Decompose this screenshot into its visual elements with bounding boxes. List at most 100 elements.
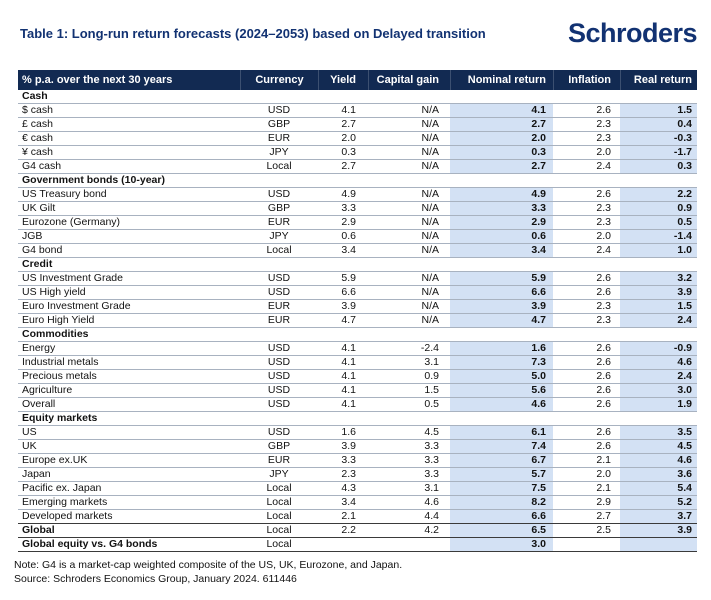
cell-capital_gain: N/A bbox=[421, 160, 439, 172]
cell-capital_gain: N/A bbox=[421, 132, 439, 144]
cell-real_return bbox=[620, 538, 697, 551]
cell-capital_gain: 0.9 bbox=[424, 370, 439, 382]
cell-nominal_return: 7.3 bbox=[450, 356, 553, 369]
table-row: US Treasury bond USD 4.9 N/A 4.9 2.6 2.2 bbox=[18, 188, 697, 202]
schroders-logo: Schroders bbox=[567, 18, 698, 48]
table-body: Cash $ cash USD 4.1 N/A 4.1 2.6 1.5 £ cash GBP 2.7… bbox=[18, 90, 697, 552]
cell-nominal_return: 4.6 bbox=[450, 398, 553, 411]
cell-yield: 3.4 bbox=[341, 496, 356, 508]
cell-currency: USD bbox=[267, 188, 291, 200]
cell-capital_gain: N/A bbox=[421, 286, 439, 298]
table-row: Developed markets Local 2.1 4.4 6.6 2.7 3.7 bbox=[18, 510, 697, 524]
cell-label: € cash bbox=[22, 132, 53, 144]
cell-nominal_return: 5.6 bbox=[450, 384, 553, 397]
cell-nominal_return: 0.3 bbox=[450, 146, 553, 159]
cell-label: Japan bbox=[22, 468, 51, 480]
cell-capital_gain: -2.4 bbox=[420, 342, 439, 354]
cell-yield: 2.7 bbox=[341, 160, 356, 172]
column-header-yield: Yield bbox=[318, 70, 368, 90]
column-header-nominal_return: Nominal return bbox=[450, 70, 553, 90]
table-row: UK GBP 3.9 3.3 7.4 2.6 4.5 bbox=[18, 440, 697, 454]
table-row: Europe ex.UK EUR 3.3 3.3 6.7 2.1 4.6 bbox=[18, 454, 697, 468]
cell-real_return: 0.4 bbox=[620, 118, 697, 131]
cell-label: Overall bbox=[22, 398, 56, 410]
table-row: US High yield USD 6.6 N/A 6.6 2.6 3.9 bbox=[18, 286, 697, 300]
column-header-label: % p.a. over the next 30 years bbox=[22, 74, 173, 86]
cell-currency: USD bbox=[267, 398, 291, 410]
cell-real_return: 3.5 bbox=[620, 426, 697, 439]
cell-label: ¥ cash bbox=[22, 146, 53, 158]
cell-inflation: 2.3 bbox=[596, 216, 611, 228]
cell-capital_gain: 4.5 bbox=[424, 426, 439, 438]
table-row: Eurozone (Germany) EUR 2.9 N/A 2.9 2.3 0.5 bbox=[18, 216, 697, 230]
cell-yield: 0.6 bbox=[341, 230, 356, 242]
table-row: Overall USD 4.1 0.5 4.6 2.6 1.9 bbox=[18, 398, 697, 412]
cell-label: $ cash bbox=[22, 104, 53, 116]
table-row: Global equity vs. G4 bonds Local 3.0 bbox=[18, 538, 697, 552]
cell-yield: 2.0 bbox=[341, 132, 356, 144]
section-label: Government bonds (10-year) bbox=[22, 174, 165, 186]
cell-nominal_return: 2.7 bbox=[450, 160, 553, 173]
cell-currency: GBP bbox=[267, 118, 291, 130]
cell-real_return: -0.9 bbox=[620, 342, 697, 355]
cell-yield: 6.6 bbox=[341, 286, 356, 298]
page-header: Table 1: Long-run return forecasts (2024… bbox=[20, 14, 698, 52]
cell-real_return: 2.2 bbox=[620, 188, 697, 201]
cell-capital_gain: 4.2 bbox=[424, 524, 439, 536]
cell-label: US High yield bbox=[22, 286, 86, 298]
cell-real_return: 3.0 bbox=[620, 384, 697, 397]
cell-real_return: 3.7 bbox=[620, 510, 697, 523]
cell-inflation: 2.6 bbox=[596, 398, 611, 410]
cell-nominal_return: 1.6 bbox=[450, 342, 553, 355]
cell-label: Developed markets bbox=[22, 510, 113, 522]
cell-currency: USD bbox=[267, 104, 291, 116]
section-header-row: Equity markets bbox=[18, 412, 697, 426]
table-row: Precious metals USD 4.1 0.9 5.0 2.6 2.4 bbox=[18, 370, 697, 384]
cell-capital_gain bbox=[368, 538, 446, 551]
cell-capital_gain: 4.4 bbox=[424, 510, 439, 522]
cell-currency: Local bbox=[266, 510, 292, 522]
cell-currency: USD bbox=[267, 286, 291, 298]
cell-yield: 4.9 bbox=[341, 188, 356, 200]
cell-label: Energy bbox=[22, 342, 56, 354]
cell-capital_gain: 0.5 bbox=[424, 398, 439, 410]
cell-real_return: 2.4 bbox=[620, 314, 697, 327]
cell-yield: 2.2 bbox=[341, 524, 356, 536]
cell-inflation: 2.6 bbox=[596, 272, 611, 284]
cell-currency: EUR bbox=[267, 314, 291, 326]
cell-inflation: 2.6 bbox=[596, 104, 611, 116]
table-row: Industrial metals USD 4.1 3.1 7.3 2.6 4.6 bbox=[18, 356, 697, 370]
cell-nominal_return: 8.2 bbox=[450, 496, 553, 509]
section-label: Credit bbox=[22, 258, 53, 270]
cell-inflation: 2.1 bbox=[596, 482, 611, 494]
cell-real_return: -1.4 bbox=[620, 230, 697, 243]
forecast-table: % p.a. over the next 30 years Currency Yie… bbox=[18, 70, 697, 552]
cell-inflation: 2.6 bbox=[596, 440, 611, 452]
table-row: US USD 1.6 4.5 6.1 2.6 3.5 bbox=[18, 426, 697, 440]
cell-real_return: 5.4 bbox=[620, 482, 697, 495]
cell-inflation: 2.1 bbox=[596, 454, 611, 466]
cell-currency: Local bbox=[266, 160, 292, 172]
cell-nominal_return: 2.7 bbox=[450, 118, 553, 131]
cell-capital_gain: N/A bbox=[421, 230, 439, 242]
cell-label: Agriculture bbox=[22, 384, 73, 396]
cell-currency: USD bbox=[267, 370, 291, 382]
cell-capital_gain: 3.1 bbox=[424, 356, 439, 368]
cell-inflation: 2.3 bbox=[596, 132, 611, 144]
cell-yield: 4.1 bbox=[341, 356, 356, 368]
cell-inflation: 2.6 bbox=[596, 370, 611, 382]
cell-inflation: 2.3 bbox=[596, 118, 611, 130]
cell-currency: Local bbox=[266, 524, 292, 536]
column-header-capital_gain: Capital gain bbox=[368, 70, 446, 90]
table-row: Euro Investment Grade EUR 3.9 N/A 3.9 2.3 1.5 bbox=[18, 300, 697, 314]
table-row: UK Gilt GBP 3.3 N/A 3.3 2.3 0.9 bbox=[18, 202, 697, 216]
cell-nominal_return: 5.0 bbox=[450, 370, 553, 383]
cell-yield: 4.3 bbox=[341, 482, 356, 494]
cell-real_return: 3.6 bbox=[620, 468, 697, 481]
cell-real_return: 3.9 bbox=[620, 524, 697, 537]
cell-nominal_return: 2.0 bbox=[450, 132, 553, 145]
cell-currency: Local bbox=[266, 244, 292, 256]
cell-inflation: 2.4 bbox=[596, 160, 611, 172]
cell-label: Precious metals bbox=[22, 370, 97, 382]
cell-nominal_return: 7.4 bbox=[450, 440, 553, 453]
